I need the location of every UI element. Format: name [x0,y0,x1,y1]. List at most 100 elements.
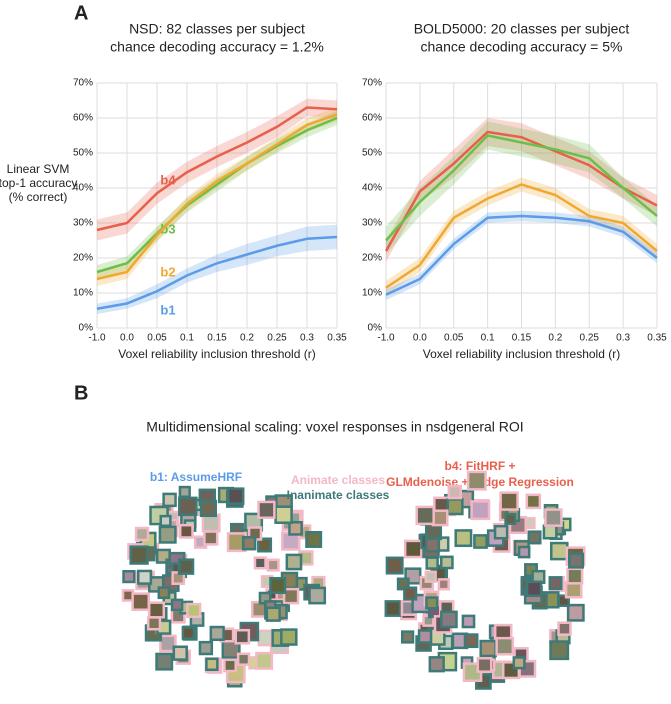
thumbnail-image [229,534,245,550]
thumbnail-image [501,493,517,509]
thumbnail-image [205,532,216,544]
thumbnail-image [158,622,169,633]
x-tick-label: 0.3 [300,333,314,344]
thumbnail-image [268,609,279,620]
thumbnail-image [526,565,536,575]
thumbnail-image [496,527,506,537]
thumbnail-image [551,642,567,658]
y-tick-label: 30% [73,218,93,229]
chart-subtitle: chance decoding accuracy = 1.2% [110,39,324,55]
mds-plots [121,470,586,690]
thumbnail-image [399,580,408,588]
x-tick-label: 0.3 [616,333,630,344]
thumbnail-image [427,539,438,551]
thumbnail-image [250,658,260,667]
thumbnail-image [246,515,261,530]
x-tick-label: -1.0 [377,333,395,344]
thumbnail-image [283,533,298,549]
thumbnail-image [310,589,324,602]
line [384,130,658,252]
thumbnail-image [417,508,433,523]
thumbnail-image [422,578,432,588]
thumbnail-image [175,647,186,659]
thumbnail-image [545,527,556,537]
y-tick-label: 70% [362,78,382,89]
thumbnail-image [406,569,419,583]
thumbnail-image [184,628,193,638]
thumbnail-image [267,590,276,599]
chart-title: BOLD5000: 20 classes per subject [414,21,630,37]
thumbnail-image [481,642,495,655]
line [96,113,338,281]
thumbnail-image [432,567,445,579]
thumbnail-image [546,510,561,525]
thumbnail-image [250,528,260,539]
thumbnail-image [298,526,309,537]
thumbnail-image [440,637,451,648]
thumbnail-image [283,574,296,587]
thumbnail-image [436,538,447,550]
thumbnail-image [261,594,269,603]
thumbnail-image [515,658,524,667]
chart-subtitle: chance decoding accuracy = 5% [421,39,623,55]
thumbnail-image [150,603,163,617]
thumbnail-image [551,578,561,588]
thumbnail-image [424,617,433,625]
thumbnail-image [479,659,490,671]
thumbnail-image [533,572,543,582]
error-band [97,98,337,241]
thumbnail-image [559,623,570,634]
thumbnail-image [157,655,171,669]
thumbnail-image [124,572,134,581]
thumbnail-image [431,658,443,670]
thumbnail-image [180,499,196,514]
thumbnail-image [496,626,510,640]
thumbnail-image [196,537,205,547]
thumbnail-image [464,617,473,626]
thumbnail-image [559,596,568,605]
thumbnail-image [276,507,291,522]
thumbnail-image [387,602,399,615]
thumbnail-image [221,630,232,641]
y-tick-label: 0% [79,323,94,334]
thumbnail-image [456,531,470,545]
thumbnail-image [403,632,412,642]
thumbnail-image [288,556,300,568]
thumbnail-image [442,558,452,567]
y-axis-label: (% correct) [9,190,68,204]
thumbnail-image [434,511,447,524]
y-tick-label: 10% [362,288,382,299]
thumbnail-image [212,628,223,639]
y-tick-label: 60% [73,113,93,124]
thumbnail-image [497,639,512,654]
thumbnail-image [552,544,567,558]
line [385,134,658,242]
series-label: b1 [160,302,175,317]
thumbnail-image [229,489,242,503]
thumbnail-image [528,496,539,507]
thumbnail-image [173,601,181,609]
error-band [386,118,657,262]
thumbnail-image [257,654,271,668]
thumbnail-image [529,532,540,542]
y-tick-label: 20% [362,253,382,264]
line [96,116,338,274]
thumbnail-image [420,631,430,642]
y-tick-label: 50% [73,148,93,159]
thumbnail-image [472,502,488,518]
thumbnail-image [465,664,480,680]
thumbnail-image [164,495,175,505]
thumbnail-image [544,593,558,607]
thumbnail-image [450,487,460,497]
thumbnail-image [204,516,219,530]
thumbnail-image [271,579,284,592]
thumbnail-image [475,536,486,547]
thumbnail-image [405,588,415,599]
x-tick-label: 0.25 [267,333,287,344]
thumbnail-image [506,515,514,523]
thumbnail-image [567,583,581,596]
thumbnail-image [180,560,192,573]
thumbnail-image [427,525,440,538]
thumbnail-image [131,547,147,563]
thumbnail-image [296,579,306,589]
